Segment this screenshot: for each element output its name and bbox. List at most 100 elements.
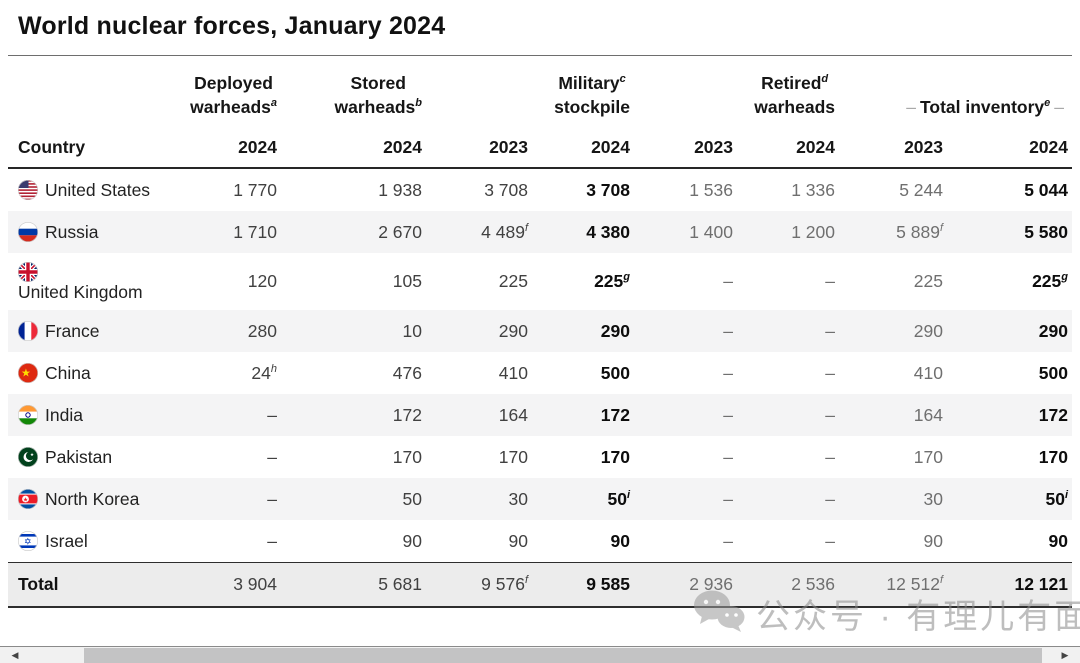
china-flag-icon: ★ xyxy=(18,363,38,384)
footnote-sup-f: f xyxy=(939,221,943,234)
table-row-russia: Russia 1 710 2 670 4 489f 4 380 1 400 1 … xyxy=(8,211,1072,254)
country-cell: ✡ Israel xyxy=(8,531,173,552)
cell-total-2024: 170 xyxy=(1038,446,1068,467)
scroll-left-button[interactable]: ◀ xyxy=(0,648,30,663)
cell-military-2024: 172 xyxy=(600,404,630,425)
cell-deployed-2024: – xyxy=(267,530,277,551)
cell-total-2024: 5 044 xyxy=(1024,179,1068,200)
country-name: India xyxy=(45,404,83,425)
country-name: Israel xyxy=(45,530,88,551)
cell-military-2024: 290 xyxy=(600,320,630,341)
cell-retired-2023: – xyxy=(723,488,733,509)
france-flag-icon xyxy=(18,321,38,342)
cell-military-2024: 90 xyxy=(610,530,630,551)
leader-dash: – xyxy=(1054,96,1064,117)
cell-military-2024: 170 xyxy=(600,446,630,467)
country-name: Russia xyxy=(45,221,99,242)
cell-retired-2024: – xyxy=(825,362,835,383)
column-group-header-row: Deployed warheadsa Stored warheadsb Milita… xyxy=(8,56,1072,127)
cell-stored-2024: 476 xyxy=(392,362,422,383)
footnote-sup-g: g xyxy=(623,271,630,284)
cell-deployed-2024: – xyxy=(267,488,277,509)
col-header-country: Country xyxy=(18,136,86,157)
cell-retired-2023: 1 536 xyxy=(689,179,733,200)
country-name: North Korea xyxy=(45,488,140,509)
footnote-sup-f: f xyxy=(524,574,528,587)
nuclear-forces-table: Deployed warheadsa Stored warheadsb Milita… xyxy=(8,56,1072,609)
footnote-sup-a: a xyxy=(270,96,277,109)
cell-military-2023: 4 489f xyxy=(481,221,528,242)
col-header-total-2024: 2024 xyxy=(1029,136,1068,157)
cell-military-2024: 50i xyxy=(607,488,630,509)
svg-text:★: ★ xyxy=(21,367,31,380)
table-row-united-kingdom: United Kingdom 120 105 225 225g – – 225 … xyxy=(8,253,1072,310)
country-name: France xyxy=(45,320,100,341)
footnote-sup-f: f xyxy=(939,574,943,587)
cell-military-2023: 30 xyxy=(508,488,528,509)
cell-stored-2024: 50 xyxy=(402,488,422,509)
cell-deployed-2024: 24h xyxy=(251,362,277,383)
svg-text:★: ★ xyxy=(23,497,28,504)
cell-total-2024: 225g xyxy=(1032,271,1068,292)
cell-military-2023: 3 708 xyxy=(484,179,528,200)
cell-retired-2023: 1 400 xyxy=(689,221,733,242)
horizontal-scrollbar[interactable]: ◀ ▶ xyxy=(0,646,1080,663)
cell-military-2024: 500 xyxy=(600,362,630,383)
footnote-sup-h: h xyxy=(270,362,277,375)
us-flag-icon xyxy=(18,180,38,201)
country-cell: ★ Pakistan xyxy=(8,447,173,468)
total-row: Total 3 904 5 681 9 576f 9 585 2 936 2 5… xyxy=(8,562,1072,609)
cell-total-2024: 50i xyxy=(1045,488,1068,509)
page-title: World nuclear forces, January 2024 xyxy=(18,12,446,40)
cell-deployed-2024: 120 xyxy=(247,271,277,292)
cell-stored-2024: 172 xyxy=(392,404,422,425)
cell-total-2023: 164 xyxy=(913,404,943,425)
col-header-deployed-2024: 2024 xyxy=(238,136,277,157)
country-cell: ★ China xyxy=(8,363,173,384)
cell-military-2023: 90 xyxy=(508,530,528,551)
col-header-retired-2024: 2024 xyxy=(796,136,835,157)
cell-retired-2024: – xyxy=(825,446,835,467)
cell-military-2024: 4 380 xyxy=(586,221,630,242)
country-cell: France xyxy=(8,321,173,342)
country-name: United States xyxy=(45,179,151,200)
cell-total-2023: 30 xyxy=(923,488,943,509)
table-body: United States 1 770 1 938 3 708 3 708 1 … xyxy=(8,169,1072,562)
cell-retired-2023: – xyxy=(723,530,733,551)
footnote-sup-c: c xyxy=(619,73,626,86)
cell-total-2024: 90 xyxy=(1048,530,1068,551)
cell-retired-2024: 1 336 xyxy=(791,179,835,200)
cell-total-2023: 5 889f xyxy=(896,221,943,242)
pakistan-flag-icon: ★ xyxy=(18,447,38,468)
cell-military-2023: 164 xyxy=(498,404,528,425)
cell-retired-2023: – xyxy=(723,271,733,292)
cell-deployed-2024: 280 xyxy=(247,320,277,341)
cell-total-2023: 290 xyxy=(913,320,943,341)
col-group-stored: Stored warheadsb xyxy=(334,73,422,117)
cell-military-2023: 410 xyxy=(498,362,528,383)
table-row-israel: ✡ Israel – 90 90 90 – – 90 90 xyxy=(8,520,1072,562)
footnote-sup-d: d xyxy=(821,73,829,86)
year-header-row: Country 2024 2024 2023 2024 2023 2024 20… xyxy=(8,127,1072,170)
total-stored-2024: 5 681 xyxy=(378,574,422,595)
footnote-sup-f: f xyxy=(524,221,528,234)
cell-military-2024: 225g xyxy=(594,271,630,292)
cell-total-2024: 5 580 xyxy=(1024,221,1068,242)
scrollbar-thumb[interactable] xyxy=(84,648,1042,663)
title-divider xyxy=(8,55,1072,56)
india-flag-icon xyxy=(18,405,38,426)
total-total-2023: 12 512f xyxy=(886,574,943,595)
cell-retired-2024: – xyxy=(825,271,835,292)
total-military-2024: 9 585 xyxy=(586,574,630,595)
cell-stored-2024: 2 670 xyxy=(378,221,422,242)
cell-retired-2024: – xyxy=(825,488,835,509)
table-row-united-states: United States 1 770 1 938 3 708 3 708 1 … xyxy=(8,169,1072,211)
cell-total-2023: 225 xyxy=(913,271,943,292)
scroll-right-button[interactable]: ▶ xyxy=(1050,648,1080,663)
total-retired-2023: 2 936 xyxy=(689,574,733,595)
cell-deployed-2024: 1 710 xyxy=(233,221,277,242)
cell-retired-2024: – xyxy=(825,404,835,425)
cell-stored-2024: 10 xyxy=(402,320,422,341)
cell-retired-2024: – xyxy=(825,320,835,341)
israel-flag-icon: ✡ xyxy=(18,531,38,552)
